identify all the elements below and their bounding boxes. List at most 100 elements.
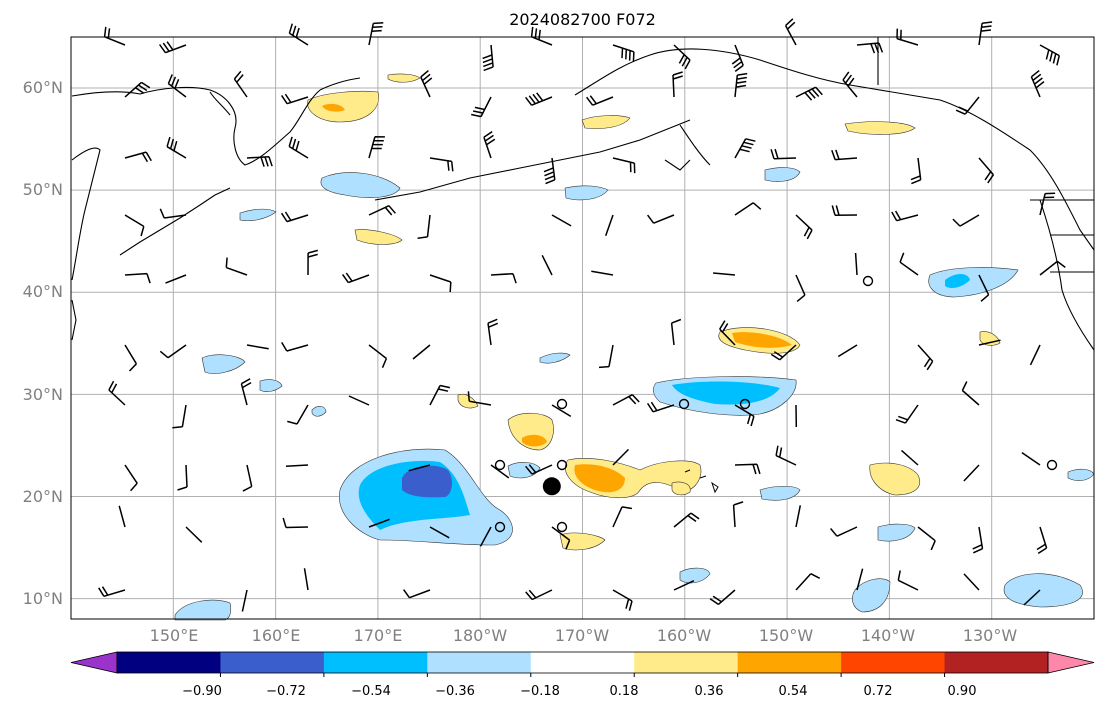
lon-label: 130°W [962, 626, 1018, 645]
calm-wind-circle [494, 521, 506, 533]
wind-barb [543, 157, 556, 185]
wind-barb [899, 252, 919, 276]
wind-barb [541, 254, 553, 276]
wind-barb [408, 464, 431, 472]
wind-barb [598, 344, 614, 369]
wind-barb [612, 157, 636, 174]
alaska-coastline [574, 48, 1095, 251]
wind-barb [1039, 260, 1066, 276]
coastlines [71, 37, 1095, 351]
wind-barb [307, 249, 318, 276]
wind-barb [246, 344, 269, 350]
negative-anomaly-region [320, 172, 401, 198]
wind-barb [551, 404, 572, 418]
wind-barb [285, 464, 309, 467]
colorbar-tick-label: 0.54 [778, 684, 808, 699]
wind-barb [490, 464, 510, 479]
wind-barb [854, 252, 858, 276]
wind-barb [341, 272, 370, 284]
calm-wind-circle [556, 521, 568, 533]
colorbar-segment [427, 652, 532, 673]
wind-barb [734, 138, 756, 159]
calm-wind-circle [556, 398, 568, 410]
lon-label: 160°W [656, 626, 712, 645]
negative-anomaly-region [239, 208, 277, 222]
wind-barb [612, 44, 635, 62]
wind-barb [429, 526, 450, 539]
wind-barb [897, 570, 919, 591]
wind-barb [978, 339, 1001, 346]
wind-barb [487, 318, 499, 346]
wind-barb [901, 449, 919, 466]
alaska-interior-border [877, 37, 1094, 273]
colorbar-tick-label: 0.72 [863, 684, 893, 699]
negative-anomaly-region [928, 267, 1019, 298]
positive-anomaly-core [522, 434, 547, 447]
wind-barb [108, 380, 126, 406]
wind-barb [770, 344, 797, 361]
kuril-islands [119, 187, 231, 256]
wind-barbs [98, 18, 1066, 612]
positive-anomaly-region [979, 331, 1001, 346]
positive-anomaly-region [844, 121, 916, 135]
wind-barb [713, 272, 736, 276]
negative-anomaly-region [877, 523, 916, 542]
negative-anomaly-region [759, 485, 801, 501]
negative-anomaly-region [564, 185, 609, 201]
wind-barb [482, 44, 494, 72]
wind-barb [288, 136, 309, 159]
wind-barb [952, 214, 980, 227]
wind-barb [1030, 70, 1045, 98]
wind-barb [604, 214, 614, 236]
colorbar-segment [530, 652, 635, 673]
calm-wind-circle [739, 398, 751, 410]
wind-barb [124, 214, 145, 237]
wind-barb [673, 512, 700, 528]
wind-barb [525, 92, 553, 106]
wind-barb [978, 21, 993, 46]
anomaly-fields [174, 73, 1095, 621]
wind-barb [831, 205, 858, 216]
wind-barb [856, 568, 864, 591]
wind-barb [734, 202, 762, 216]
wind-barb [1029, 344, 1041, 366]
wind-barb [672, 71, 683, 98]
colorbar [70, 651, 1095, 677]
wind-barb [280, 93, 309, 105]
wind-barb [467, 391, 492, 406]
wind-barb [775, 445, 797, 466]
negative-anomaly-region [764, 167, 801, 182]
wind-barb [734, 404, 755, 427]
wind-barb [856, 42, 884, 54]
wind-barb [281, 342, 309, 352]
wind-barb [963, 464, 980, 482]
wind-barb [795, 505, 802, 528]
wind-barb [124, 272, 151, 284]
wind-barb [471, 96, 492, 118]
wind-barb [731, 44, 744, 72]
negative-anomaly-region [852, 578, 891, 613]
negative-anomaly-region [311, 406, 327, 417]
wind-barb [910, 157, 922, 185]
wind-barb [961, 381, 980, 406]
wind-barb [280, 211, 309, 223]
colorbar-tick-label: −0.72 [266, 684, 306, 699]
positive-anomaly-core [322, 103, 345, 112]
wind-barb [842, 71, 858, 98]
wind-barb [646, 401, 675, 413]
lon-label: 160°E [251, 626, 301, 645]
colorbar-tick-label: −0.90 [182, 684, 222, 699]
wind-barb [830, 526, 858, 537]
wind-barb [837, 344, 858, 358]
wind-barb [165, 274, 187, 284]
positive-anomaly-region [457, 393, 479, 409]
wind-barb [612, 394, 640, 406]
wind-barb [955, 96, 980, 115]
wind-barb [972, 526, 984, 554]
wind-barb [167, 74, 187, 98]
positive-anomaly-region [869, 462, 920, 496]
lon-label: 170°E [353, 626, 403, 645]
colorbar-tick-label: −0.54 [351, 684, 391, 699]
wind-barb [368, 205, 396, 216]
positive-anomaly-core [732, 332, 792, 348]
